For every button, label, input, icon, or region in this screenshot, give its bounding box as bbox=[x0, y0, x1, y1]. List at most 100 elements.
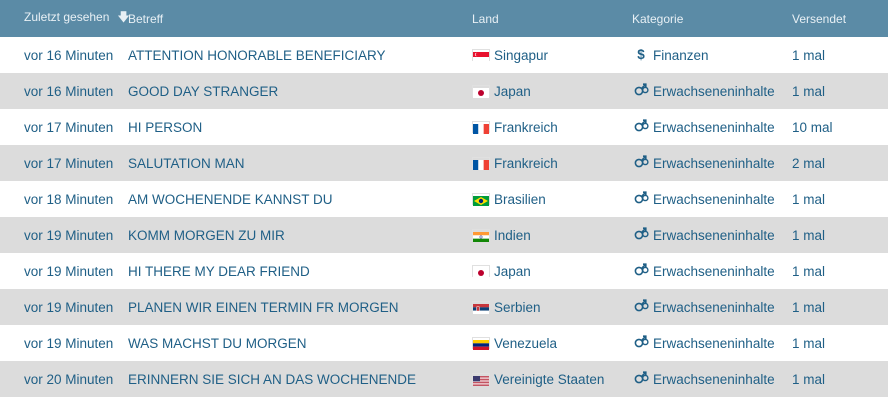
serbia-flag-icon bbox=[472, 301, 490, 314]
category-cell: Erwachseneninhalte bbox=[632, 191, 775, 207]
category-name: Erwachseneninhalte bbox=[653, 263, 775, 279]
brazil-flag-icon bbox=[472, 193, 490, 206]
sent-count: 1 mal bbox=[792, 227, 826, 243]
table-row[interactable]: vor 16 Minuten ATTENTION HONORABLE BENEFI… bbox=[0, 37, 888, 73]
gender-icon bbox=[632, 227, 650, 243]
sent-count: 1 mal bbox=[792, 47, 826, 63]
category-name: Erwachseneninhalte bbox=[653, 371, 775, 387]
subject: HI THERE MY DEAR FRIEND bbox=[128, 263, 310, 279]
country-name: Venezuela bbox=[494, 335, 558, 351]
japan-flag-icon bbox=[472, 265, 490, 278]
japan-flag-icon bbox=[472, 85, 490, 98]
country-name: Frankreich bbox=[494, 155, 558, 171]
seen-time: vor 19 Minuten bbox=[24, 299, 114, 315]
subject: ATTENTION HONORABLE BENEFICIARY bbox=[128, 47, 386, 63]
country-cell: Japan bbox=[472, 84, 531, 99]
sent-count: 2 mal bbox=[792, 155, 826, 171]
category-name: Erwachseneninhalte bbox=[653, 191, 775, 207]
sent-count: 10 mal bbox=[792, 119, 833, 135]
country-name: Japan bbox=[494, 263, 531, 279]
table-row[interactable]: vor 17 Minuten HI PERSON Frankreich Erwachs… bbox=[0, 109, 888, 145]
gender-icon bbox=[632, 83, 650, 99]
venezuela-flag-icon bbox=[472, 337, 490, 350]
seen-time: vor 16 Minuten bbox=[24, 47, 114, 63]
dollar-icon: $ bbox=[637, 47, 645, 62]
table-row[interactable]: vor 20 Minuten ERINNERN SIE SICH AN DAS W… bbox=[0, 361, 888, 397]
seen-time: vor 17 Minuten bbox=[24, 119, 114, 135]
table-row[interactable]: vor 19 Minuten HI THERE MY DEAR FRIEND Jap… bbox=[0, 253, 888, 289]
country-cell: Singapur bbox=[472, 48, 548, 63]
table-row[interactable]: vor 18 Minuten AM WOCHENENDE KANNST DU Bra… bbox=[0, 181, 888, 217]
france-flag-icon bbox=[472, 121, 490, 134]
singapore-flag-icon bbox=[472, 49, 490, 62]
column-header-country[interactable]: Land bbox=[472, 11, 499, 26]
country-cell: Frankreich bbox=[472, 156, 558, 171]
country-name: Indien bbox=[494, 227, 531, 243]
subject: AM WOCHENENDE KANNST DU bbox=[128, 191, 333, 207]
gender-icon bbox=[632, 191, 650, 207]
category-cell: $ Finanzen bbox=[632, 47, 709, 63]
seen-time: vor 19 Minuten bbox=[24, 263, 114, 279]
category-name: Erwachseneninhalte bbox=[653, 227, 775, 243]
category-cell: Erwachseneninhalte bbox=[632, 119, 775, 135]
table-row[interactable]: vor 16 Minuten GOOD DAY STRANGER Japan Erwa… bbox=[0, 73, 888, 109]
country-cell: Indien bbox=[472, 228, 531, 243]
category-cell: Erwachseneninhalte bbox=[632, 227, 775, 243]
column-header-sent[interactable]: Versendet bbox=[792, 11, 847, 26]
category-cell: Erwachseneninhalte bbox=[632, 299, 775, 315]
table-row[interactable]: vor 19 Minuten WAS MACHST DU MORGEN Venezu… bbox=[0, 325, 888, 361]
category-name: Erwachseneninhalte bbox=[653, 83, 775, 99]
seen-time: vor 19 Minuten bbox=[24, 227, 114, 243]
seen-time: vor 17 Minuten bbox=[24, 155, 114, 171]
country-name: Japan bbox=[494, 83, 531, 99]
sent-count: 1 mal bbox=[792, 335, 826, 351]
subject: WAS MACHST DU MORGEN bbox=[128, 335, 307, 351]
seen-time: vor 20 Minuten bbox=[24, 371, 114, 387]
table-row[interactable]: vor 17 Minuten SALUTATION MAN Frankreich Er… bbox=[0, 145, 888, 181]
category-name: Finanzen bbox=[653, 47, 709, 63]
column-header-category[interactable]: Kategorie bbox=[632, 11, 684, 26]
gender-icon bbox=[632, 371, 650, 387]
gender-icon bbox=[632, 263, 650, 279]
category-cell: Erwachseneninhalte bbox=[632, 263, 775, 279]
subject: ERINNERN SIE SICH AN DAS WOCHENENDE bbox=[128, 371, 417, 387]
sent-count: 1 mal bbox=[792, 191, 826, 207]
table-header: Zuletzt gesehen 🡇 Betreff Land Kategorie … bbox=[0, 0, 888, 37]
seen-time: vor 19 Minuten bbox=[24, 335, 114, 351]
france-flag-icon bbox=[472, 157, 490, 170]
country-name: Serbien bbox=[494, 299, 541, 315]
category-name: Erwachseneninhalte bbox=[653, 335, 775, 351]
table-row[interactable]: vor 19 Minuten KOMM MORGEN ZU MIR Indien Er… bbox=[0, 217, 888, 253]
category-cell: Erwachseneninhalte bbox=[632, 155, 775, 171]
column-header-seen-label: Zuletzt gesehen bbox=[24, 10, 110, 24]
category-cell: Erwachseneninhalte bbox=[632, 371, 775, 387]
column-header-subject[interactable]: Betreff bbox=[128, 11, 164, 26]
subject: HI PERSON bbox=[128, 119, 203, 135]
country-cell: Serbien bbox=[472, 300, 541, 315]
seen-time: vor 16 Minuten bbox=[24, 83, 114, 99]
india-flag-icon bbox=[472, 229, 490, 242]
country-cell: Brasilien bbox=[472, 192, 546, 207]
country-cell: Vereinigte Staaten bbox=[472, 372, 604, 387]
country-cell: Venezuela bbox=[472, 336, 557, 351]
sent-count: 1 mal bbox=[792, 371, 826, 387]
gender-icon bbox=[632, 155, 650, 171]
sent-count: 1 mal bbox=[792, 83, 826, 99]
column-header-seen[interactable]: Zuletzt gesehen 🡇 bbox=[24, 8, 130, 29]
category-name: Erwachseneninhalte bbox=[653, 119, 775, 135]
usa-flag-icon bbox=[472, 373, 490, 386]
subject: KOMM MORGEN ZU MIR bbox=[128, 227, 285, 243]
gender-icon bbox=[632, 119, 650, 135]
gender-icon bbox=[632, 335, 650, 351]
table-row[interactable]: vor 19 Minuten PLANEN WIR EINEN TERMIN FR… bbox=[0, 289, 888, 325]
country-name: Brasilien bbox=[494, 191, 546, 207]
country-name: Vereinigte Staaten bbox=[494, 371, 605, 387]
category-name: Erwachseneninhalte bbox=[653, 299, 775, 315]
category-name: Erwachseneninhalte bbox=[653, 155, 775, 171]
country-cell: Japan bbox=[472, 264, 531, 279]
arrow-down-icon: 🡇 bbox=[117, 10, 130, 24]
subject: GOOD DAY STRANGER bbox=[128, 83, 279, 99]
country-name: Singapur bbox=[494, 47, 549, 63]
country-name: Frankreich bbox=[494, 119, 558, 135]
